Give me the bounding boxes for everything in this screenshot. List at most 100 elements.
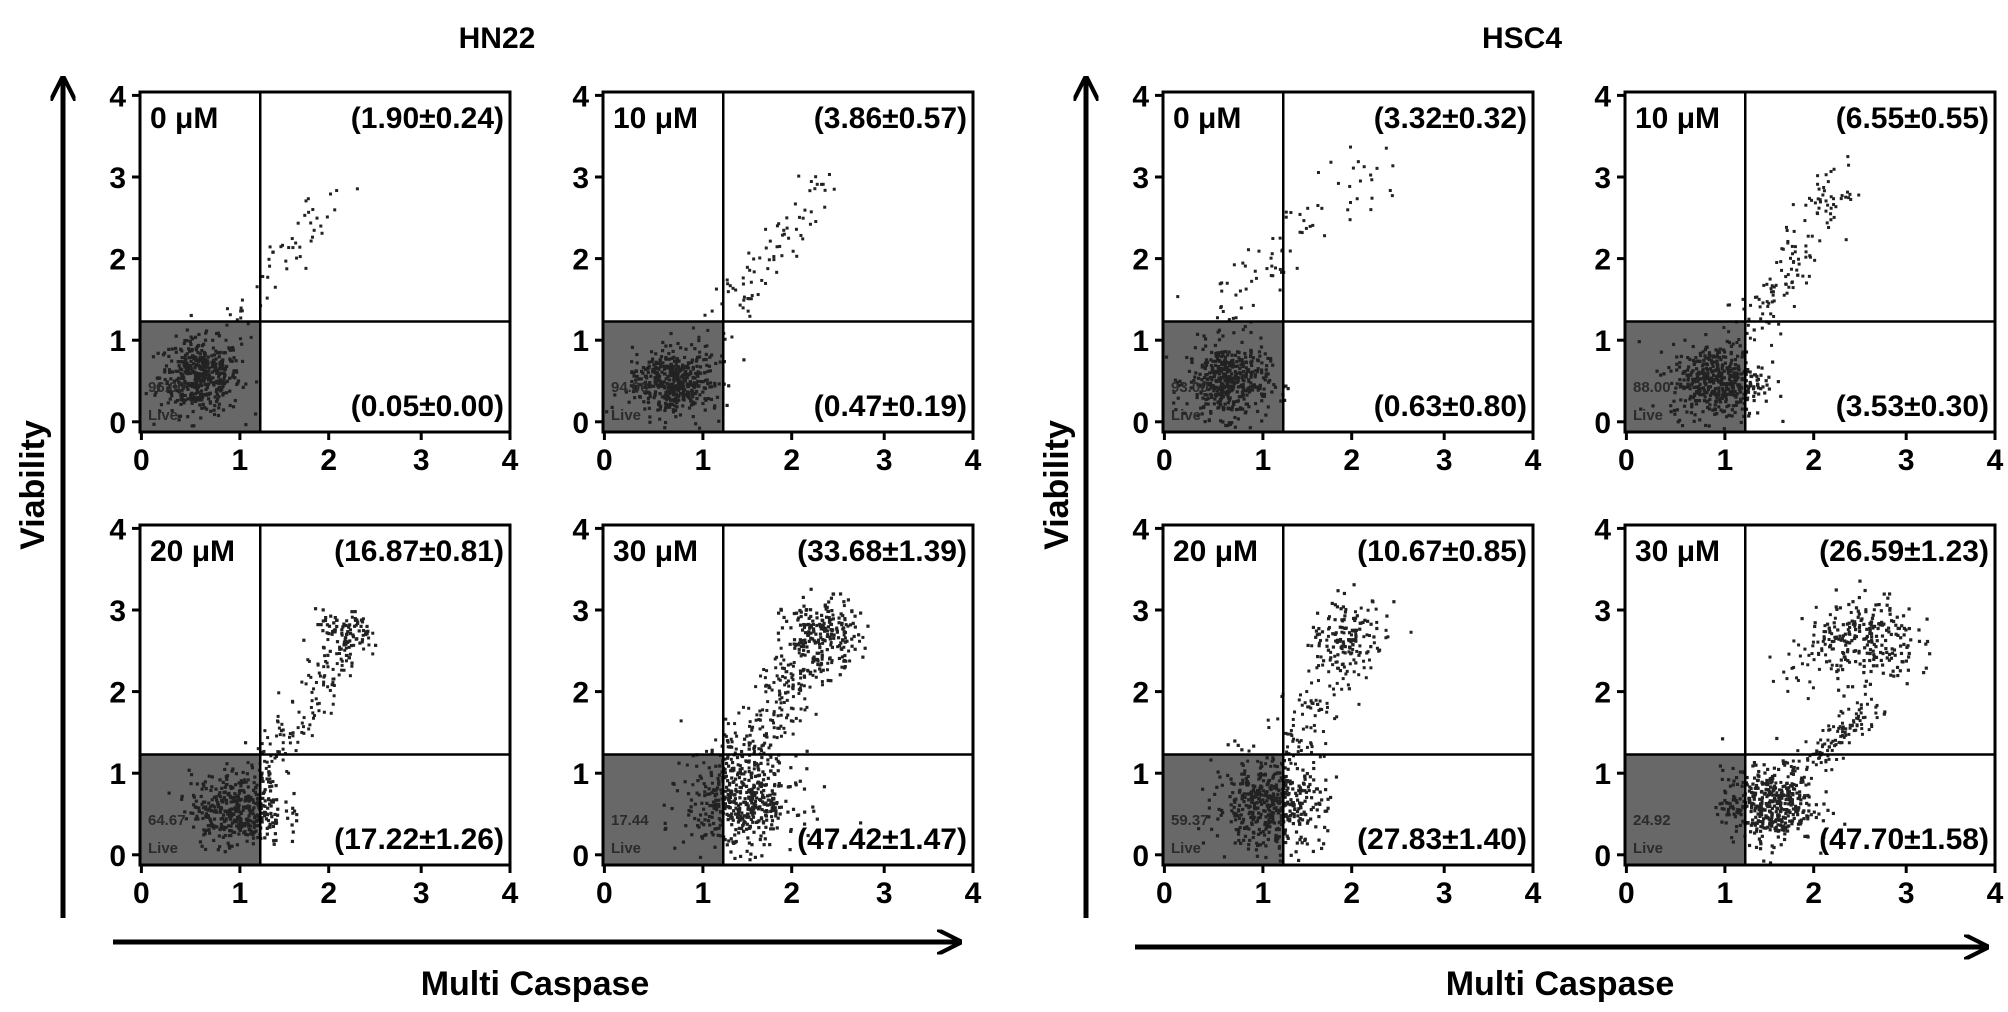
scatter-point [1264,855,1268,860]
scatter-point [1691,344,1695,349]
scatter-point [1790,822,1794,826]
scatter-point [1228,384,1233,388]
scatter-point [1785,228,1789,232]
scatter-point [1298,803,1303,807]
scatter-point [348,652,352,656]
scatter-point [751,739,755,743]
scatter-point [233,792,237,796]
scatter-point [291,734,295,738]
scatter-point [659,362,663,366]
scatter-point [1246,774,1250,779]
scatter-point [794,781,798,785]
scatter-point [802,787,807,791]
scatter-point [803,641,808,645]
scatter-point [1774,819,1778,824]
scatter-point [1252,815,1256,820]
scatter-point [1731,383,1735,388]
scatter-point [1706,387,1711,392]
scatter-point [1199,391,1203,395]
scatter-point [763,676,767,680]
scatter-point [821,641,825,645]
y-tick-label: 3 [572,595,589,628]
scatter-point [820,655,824,659]
scatter-point [1723,350,1727,354]
scatter-point [213,824,217,828]
scatter-point [1737,368,1741,372]
scatter-point [842,604,846,608]
scatter-point [248,824,253,828]
scatter-point [1308,224,1312,228]
scatter-point [1806,234,1810,238]
scatter-point [1270,801,1275,805]
scatter-point [673,404,677,408]
scatter-point [824,607,828,611]
y-axis-label-left: Viability [14,420,52,550]
scatter-point [253,816,257,820]
scatter-point [249,335,253,339]
scatter-point [729,789,733,793]
scatter-point [298,245,302,249]
scatter-point [771,792,775,796]
scatter-point [1284,784,1288,788]
scatter-point [274,821,278,825]
scatter-point [1223,365,1228,369]
scatter-point [1367,634,1371,638]
scatter-point [1244,803,1248,808]
scatter-point [1704,381,1708,386]
scatter-point [230,821,234,825]
scatter-point [339,647,343,651]
scatter-point [1790,280,1794,284]
scatter-point [1686,376,1690,380]
scatter-point [235,815,240,820]
scatter-point [1729,392,1733,397]
scatter-point [738,817,742,821]
scatter-point [1727,778,1731,782]
scatter-point [1256,789,1260,793]
scatter-point [261,275,265,279]
scatter-point [1802,817,1806,821]
scatter-point [786,679,790,683]
scatter-point [1691,369,1695,373]
scatter-point [1208,371,1212,375]
scatter-point [723,757,727,761]
scatter-point [248,818,252,823]
scatter-point [307,659,311,663]
scatter-point [1201,383,1206,388]
scatter-point [1259,784,1263,788]
scatter-point [1301,768,1305,772]
scatter-point [1277,788,1281,792]
scatter-point [827,620,832,624]
scatter-point [1690,370,1694,375]
scatter-point [748,268,752,272]
scatter-point [1239,841,1243,845]
scatter-point [277,726,281,730]
scatter-point [762,733,767,737]
scatter-point [681,404,685,408]
scatter-point [231,405,236,409]
scatter-point [1719,371,1723,375]
scatter-point [1244,375,1248,379]
scatter-point [723,838,727,842]
scatter-point [675,387,679,391]
scatter-point [273,756,277,760]
scatter-point [1708,378,1712,383]
scatter-point [788,642,792,646]
scatter-point [682,366,686,370]
scatter-point [769,827,773,831]
scatter-point [195,814,199,818]
scatter-point [782,726,786,730]
scatter-point [1253,375,1257,379]
scatter-point [202,379,206,383]
scatter-point [1327,615,1331,619]
scatter-point [670,382,674,387]
scatter-point [275,719,279,723]
scatter-point [333,630,337,634]
scatter-point [1754,845,1759,849]
scatter-point [224,338,228,342]
scatter-point [216,800,220,805]
scatter-point [337,673,341,677]
scatter-point [1784,225,1788,229]
scatter-point [735,790,739,794]
scatter-point [1298,822,1302,826]
